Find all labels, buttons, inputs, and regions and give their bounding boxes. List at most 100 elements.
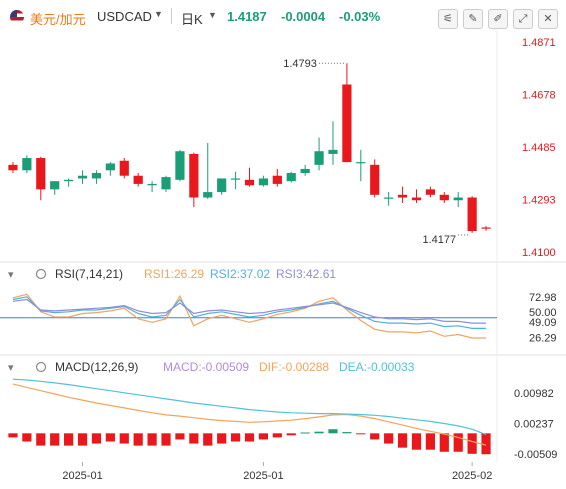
macd-legend-2: DIF:-0.00288 [259,360,329,374]
candle-body [272,175,282,184]
macd-histogram-bar [356,433,366,435]
macd-histogram-bar [22,433,32,442]
macd-histogram-bar [272,433,282,438]
macd-histogram-bar [36,433,46,446]
rsi-y-tick: 26.29 [529,333,557,345]
candle-body [161,177,171,190]
candle-body [384,197,394,199]
candle-body [328,149,338,154]
candle-body [286,173,296,182]
draw-tool-icon[interactable]: ✎ [463,9,483,29]
candle-body [300,168,310,174]
macd-histogram-bar [328,429,338,434]
macd-settings-icon [35,361,47,373]
y-tick-label: 1.4871 [522,37,556,49]
candle-body [370,164,380,195]
macd-series-dif [12,383,487,446]
rsi-series-rsi2 [12,296,486,329]
rsi-y-tick: 49.09 [529,317,557,329]
candle-body [175,151,185,180]
macd-histogram-bar [300,432,310,434]
macd-histogram-bar [77,433,88,446]
macd-histogram-bar [230,433,241,442]
macd-indicator-name: MACD(12,26,9) [55,360,138,374]
macd-histogram-bar [425,433,435,450]
candle-body [50,181,60,190]
indicator-settings-icon[interactable]: ⚟ [438,9,458,29]
macd-histogram-bar [342,432,352,434]
pen-tool-icon[interactable]: ✐ [488,9,508,29]
high-label: 1.4793 [283,58,317,70]
candle-body [453,197,463,201]
rsi-y-tick: 72.98 [529,292,557,304]
candle-body [467,197,477,232]
close-icon[interactable]: ✕ [538,9,558,29]
macd-histogram-bar [91,433,102,444]
rsi-series-rsi1 [12,293,486,339]
y-tick-label: 1.4678 [522,90,556,102]
candle-body [147,183,157,186]
candle-body [244,179,255,186]
fullscreen-icon[interactable]: ⤢ [513,9,533,29]
macd-histogram-bar [50,433,60,446]
candle-body [439,194,449,201]
candle-body [342,84,352,163]
instrument-title: 美元/加元 [30,12,86,27]
macd-histogram-bar [258,433,269,440]
symbol-label: USDCAD [97,9,152,24]
macd-series-dea [12,378,487,436]
rsi-settings-icon [35,268,47,280]
macd-histogram-bar [217,433,227,444]
x-tick-label: 2025-01 [243,470,283,482]
low-label: 1.4177 [422,234,456,246]
macd-collapse-icon: ▾ [8,362,14,374]
x-tick-label: 2025-02 [452,470,492,482]
macd-histogram-bar [8,433,18,438]
rsi-legend-1: RSI1:26.29 [144,267,204,281]
header-divider [171,8,172,24]
macd-y-tick: 0.00237 [514,419,554,431]
rsi-legend-2: RSI2:37.02 [210,267,270,281]
symbol-dropdown-icon[interactable]: ▼ [154,9,163,19]
price-change: -0.0004 [281,9,326,24]
macd-histogram-bar [105,433,115,442]
macd-histogram-bar [439,433,449,452]
candle-body [314,151,324,165]
macd-histogram-bar [286,433,296,436]
timeframe-label[interactable]: 日K [181,12,203,27]
candle-body [133,175,143,184]
y-tick-label: 1.4100 [522,247,556,259]
candle-body [425,189,435,195]
flag-icon [10,10,24,24]
macd-histogram-bar [411,433,422,450]
macd-y-tick: 0.00982 [514,388,554,400]
candle-body [411,197,422,201]
candle-body [189,153,199,198]
macd-histogram-bar [133,433,143,446]
candle-body [36,158,46,190]
rsi-indicator-name: RSI(7,14,21) [55,267,123,281]
macd-histogram-bar [147,433,157,446]
macd-histogram-bar [161,433,171,446]
macd-histogram-bar [119,433,129,444]
macd-histogram-bar [481,433,491,455]
candle-body [397,194,408,198]
candle-body [77,175,88,179]
macd-histogram-bar [370,433,380,440]
macd-histogram-bar [189,433,199,444]
price-change-pct: -0.03% [339,9,381,24]
rsi-series-rsi3 [12,298,486,324]
last-price: 1.4187 [227,9,267,24]
x-tick-label: 2025-01 [62,470,102,482]
timeframe-dropdown-icon[interactable]: ▼ [208,10,217,20]
candle-body [64,179,74,182]
macd-histogram-bar [203,433,213,446]
y-tick-label: 1.4485 [522,142,556,154]
macd-histogram-bar [314,431,324,434]
candle-body [119,160,129,176]
macd-histogram-bar [397,433,408,448]
candle-body [22,158,32,171]
macd-histogram-bar [453,433,463,452]
